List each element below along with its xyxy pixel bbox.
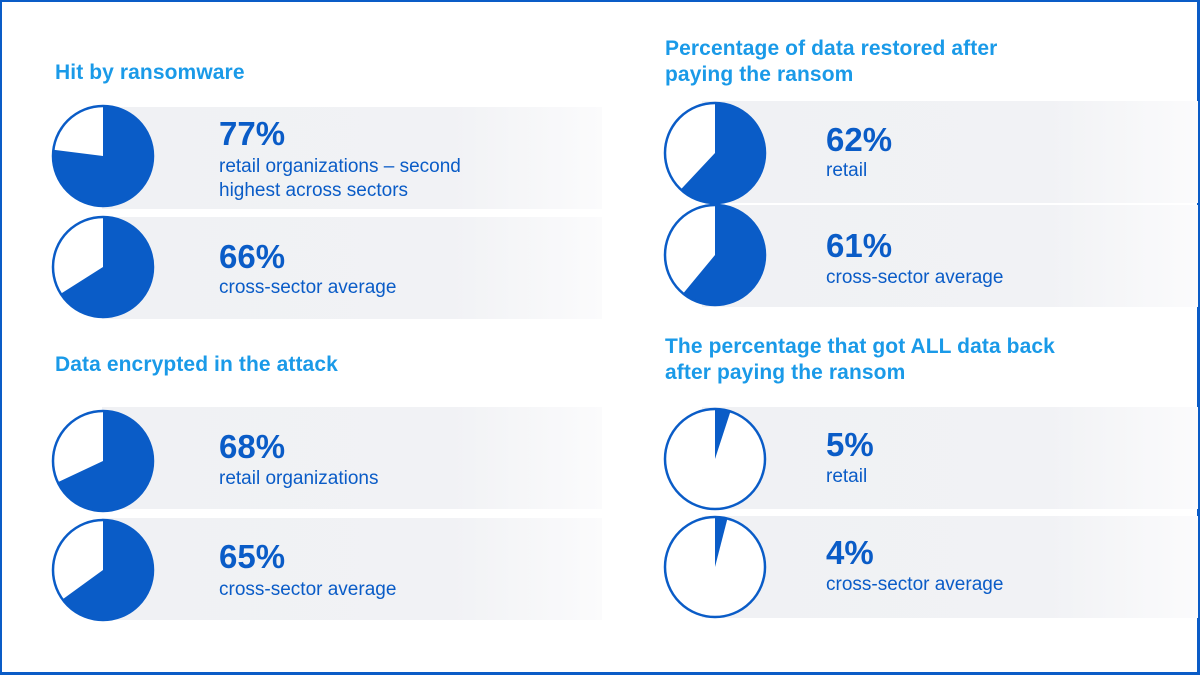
stat-value: 5% — [826, 426, 874, 463]
stat-label: cross-sector average — [826, 267, 1004, 288]
stat-label: retail — [826, 466, 868, 487]
pie-chart — [50, 214, 156, 320]
stat-label: retail — [826, 160, 868, 181]
stat-value: 68% — [219, 428, 286, 465]
section-title-data-restored-line-2: paying the ransom — [665, 63, 854, 86]
pie-slice — [680, 103, 765, 203]
stat-row — [702, 205, 1198, 307]
pie-outline — [663, 515, 767, 619]
stat-row — [102, 518, 602, 620]
stat-value: 62% — [826, 121, 893, 158]
pie-outline — [51, 518, 155, 622]
stat-row — [702, 516, 1198, 618]
pie-slice — [60, 217, 153, 317]
stat-value: 4% — [826, 534, 874, 571]
stat-row — [102, 107, 602, 209]
pie-outline — [663, 203, 767, 307]
pie-outline — [51, 215, 155, 319]
stat-label: retail organizations – second — [219, 156, 461, 177]
pie-chart — [50, 103, 156, 209]
pie-outline — [51, 409, 155, 513]
stat-row — [102, 217, 602, 319]
stat-value: 65% — [219, 538, 286, 575]
stat-label: retail organizations — [219, 468, 379, 489]
pie-chart — [50, 408, 156, 514]
section-title-all-data-back-line-1: The percentage that got ALL data back — [665, 335, 1055, 358]
pie-outline — [663, 101, 767, 205]
pie-chart — [662, 202, 768, 308]
pie-slice — [683, 205, 765, 305]
section-title-data-restored-line-1: Percentage of data restored after — [665, 37, 998, 60]
stat-value: 66% — [219, 238, 286, 275]
pie-chart — [662, 514, 768, 620]
stat-value: 61% — [826, 227, 893, 264]
pie-slice — [62, 520, 154, 620]
stat-label: highest across sectors — [219, 180, 409, 201]
pie-slice — [715, 409, 731, 459]
section-title-hit-by-ransomware: Hit by ransomware — [55, 61, 245, 84]
stat-label: cross-sector average — [219, 277, 397, 298]
pie-outline — [51, 104, 155, 208]
section-title-data-encrypted: Data encrypted in the attack — [55, 353, 338, 376]
pie-slice — [715, 517, 728, 567]
pie-chart — [662, 406, 768, 512]
stat-row — [702, 101, 1198, 203]
stat-label: cross-sector average — [219, 579, 397, 600]
pie-slice — [52, 106, 153, 206]
pie-slice — [57, 411, 154, 511]
stat-row — [102, 407, 602, 509]
section-title-all-data-back-line-2: after paying the ransom — [665, 361, 906, 384]
stat-row — [702, 407, 1198, 509]
pie-chart — [50, 517, 156, 623]
stat-label: cross-sector average — [826, 574, 1004, 595]
pie-chart — [662, 100, 768, 206]
pie-outline — [663, 407, 767, 511]
stat-value: 77% — [219, 115, 286, 152]
